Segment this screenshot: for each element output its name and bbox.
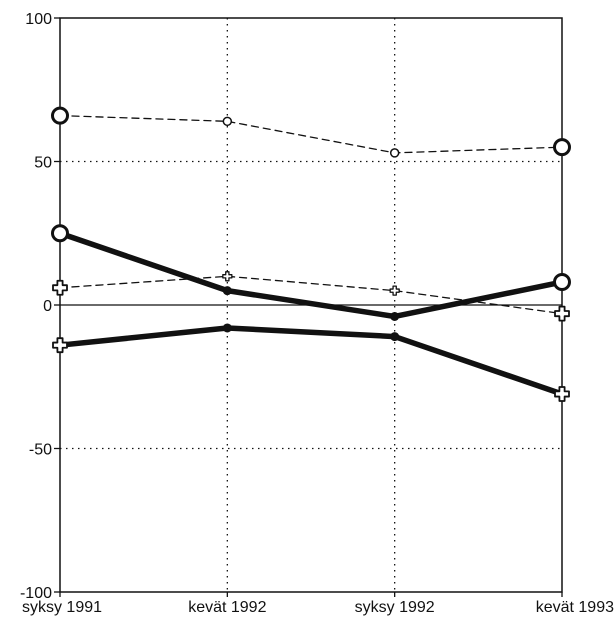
x-tick-label: syksy 1991 <box>22 599 102 616</box>
y-axis-ticks: 100 50 0 -50 -100 <box>20 11 60 602</box>
data-point-cross <box>390 332 400 342</box>
series-line <box>59 275 563 315</box>
series-group <box>51 106 571 402</box>
data-point-circle <box>222 116 233 127</box>
x-tick-label: kevät 1993 <box>536 599 614 616</box>
y-tick-label: -100 <box>20 585 52 602</box>
data-point-cross <box>554 386 570 402</box>
data-point-cross <box>222 323 232 333</box>
data-point-circle <box>390 311 400 321</box>
data-point-cross <box>52 337 68 354</box>
data-point-circle <box>553 138 571 157</box>
y-tick-label: -50 <box>29 442 52 459</box>
y-tick-label: 0 <box>43 298 52 315</box>
data-point-circle <box>553 273 571 292</box>
data-point-circle <box>389 148 400 158</box>
series-4 <box>52 323 570 402</box>
series-3 <box>52 271 570 322</box>
x-tick-label: syksy 1992 <box>355 599 435 616</box>
y-tick-label: 50 <box>34 155 52 172</box>
series-1 <box>51 106 571 158</box>
data-point-circle <box>222 286 232 296</box>
data-point-cross <box>554 305 570 322</box>
data-point-cross <box>52 279 68 296</box>
x-axis-ticks: syksy 1991 kevät 1992 syksy 1992 kevät 1993 <box>22 592 614 616</box>
data-point-circle <box>51 224 69 243</box>
series-line <box>57 325 565 397</box>
data-point-circle <box>51 106 69 125</box>
y-tick-label: 100 <box>25 11 52 28</box>
series-2 <box>51 224 571 321</box>
x-tick-label: kevät 1992 <box>188 599 266 616</box>
data-point-cross <box>389 285 400 296</box>
series-line <box>57 230 565 320</box>
series-line <box>59 114 563 154</box>
data-point-cross <box>222 271 233 282</box>
